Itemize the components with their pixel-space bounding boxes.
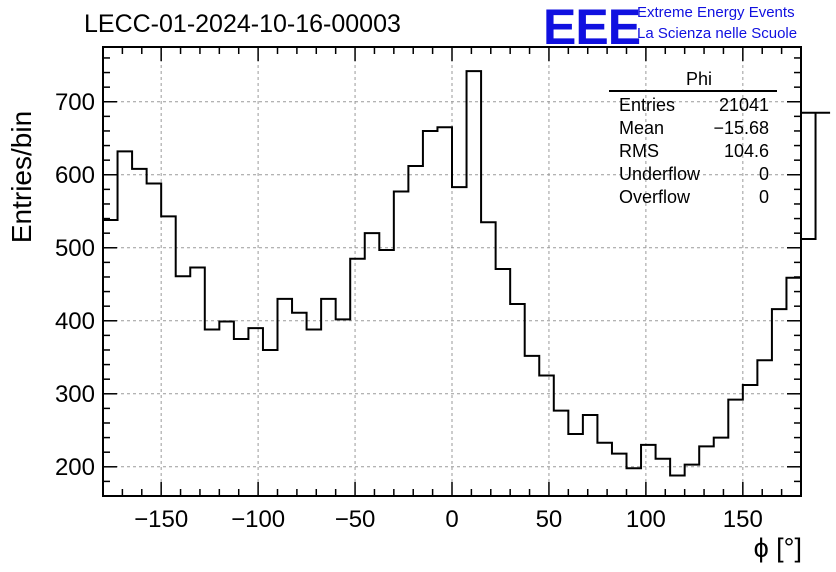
stats-label: Underflow — [619, 164, 701, 184]
y-tick-label: 200 — [55, 454, 95, 481]
stats-divider — [609, 90, 777, 92]
stats-value: 0 — [758, 164, 769, 184]
histogram-outline — [102, 70, 831, 496]
stats-value: −15.68 — [713, 118, 769, 138]
stats-row-underflow: Underflow 0 — [609, 163, 777, 186]
x-tick-label: 0 — [445, 506, 458, 533]
x-tick-label: −100 — [231, 506, 285, 533]
plot-frame — [102, 46, 802, 497]
logo-line-2: La Scienza nelle Scuole — [637, 25, 798, 42]
stats-box: Phi Entries 21041 Mean −15.68 RMS 104.6 … — [609, 68, 777, 209]
logo-line-1: Extreme Energy Events — [637, 4, 795, 21]
chart-title: LECC-01-2024-10-16-00003 — [84, 10, 401, 38]
stats-value: 21041 — [718, 95, 769, 115]
stats-title: Phi — [685, 69, 712, 89]
x-axis-label: ϕ [°] — [753, 533, 802, 563]
y-axis-label: Entries/bin — [6, 110, 37, 244]
stats-row-entries: Entries 21041 — [609, 94, 777, 117]
y-axis-label-box: Entries/bin — [6, 110, 38, 244]
y-tick-label: 300 — [55, 381, 95, 408]
stats-row-mean: Mean −15.68 — [609, 117, 777, 140]
stats-value: 0 — [758, 187, 769, 207]
stats-label: Entries — [619, 95, 676, 115]
y-tick-label: 700 — [55, 89, 95, 116]
x-tick-label: −50 — [335, 506, 376, 533]
stats-row-rms: RMS 104.6 — [609, 140, 777, 163]
stats-row-overflow: Overflow 0 — [609, 186, 777, 209]
tick-label-layer: −150 −100 −50 0 50 100 150 200 300 400 500 600 700 — [55, 89, 763, 533]
y-tick-label: 600 — [55, 162, 95, 189]
y-tick-label: 400 — [55, 308, 95, 335]
y-tick-label: 500 — [55, 235, 95, 262]
x-tick-label: 150 — [723, 506, 763, 533]
stats-label: Mean — [619, 118, 665, 138]
eee-logo: EEE — [543, 0, 641, 55]
x-tick-label: 100 — [626, 506, 666, 533]
x-tick-label: −150 — [134, 506, 188, 533]
stats-label: RMS — [619, 141, 659, 161]
x-tick-label: 50 — [536, 506, 563, 533]
stats-label: Overflow — [619, 187, 691, 207]
stats-value: 104.6 — [723, 141, 769, 161]
